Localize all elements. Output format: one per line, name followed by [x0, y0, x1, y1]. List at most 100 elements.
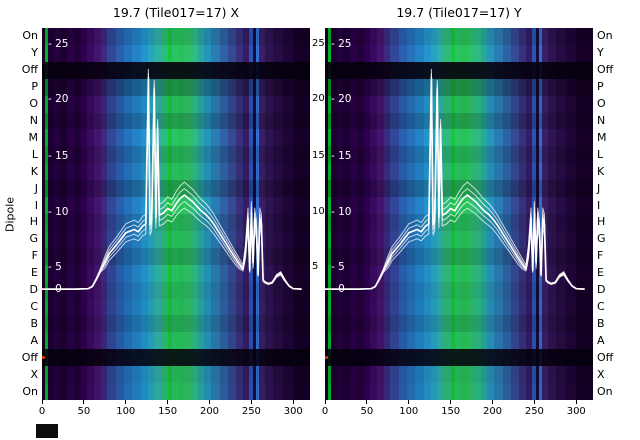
dipole-label-right: Y — [597, 46, 604, 60]
value-tick-label: - 15 — [331, 150, 352, 162]
dipole-label-right: C — [597, 300, 605, 313]
x-tick — [292, 400, 294, 404]
value-tick-label: - 5 — [331, 261, 345, 273]
row-shade — [42, 78, 310, 96]
dipole-label-left: X — [30, 367, 38, 381]
row-shade — [325, 61, 593, 79]
row-shade — [42, 315, 310, 333]
row-shade — [42, 214, 310, 231]
row-shade — [42, 61, 310, 79]
dipole-label-left: I — [34, 198, 38, 212]
dipole-label-right: L — [597, 147, 604, 161]
row-shade — [325, 163, 593, 181]
heatmap-panel-y: - 25 - 20 - 15 - 10 - 5 - 0 — [325, 28, 593, 400]
corner-box — [36, 424, 58, 438]
row-shade — [325, 281, 593, 299]
row-shade — [42, 230, 310, 248]
value-tick-label: - 20 — [331, 93, 352, 105]
row-shade — [325, 95, 593, 113]
dipole-label-left: F — [31, 249, 38, 263]
dipole-label-right: On — [597, 29, 613, 43]
x-tick-label: 0 — [38, 406, 46, 417]
value-tick-label: - 0 — [331, 283, 345, 295]
dipole-label-right: F — [597, 249, 604, 263]
x-tick-label: 150 — [441, 406, 461, 417]
row-shade — [325, 298, 593, 316]
value-tick-label: - 25 — [48, 38, 69, 50]
x-tick — [366, 400, 368, 404]
dipole-label-right: D — [597, 283, 606, 297]
dipole-label-left: E — [31, 266, 38, 280]
row-shade — [42, 298, 310, 316]
row-shade — [325, 180, 593, 198]
dipole-label-right: H — [597, 215, 606, 229]
dipole-label-right: O — [597, 97, 606, 111]
dipole-label-left: O — [29, 97, 38, 111]
row-shade — [325, 214, 593, 231]
dipole-label-left: C — [30, 300, 38, 313]
x-tick-label: 300 — [566, 406, 586, 417]
row-shade — [325, 332, 593, 350]
row-shade — [42, 146, 310, 164]
x-tick-label: 50 — [360, 406, 374, 417]
dipole-label-left: P — [31, 80, 38, 94]
row-shade — [325, 383, 593, 400]
dipole-label-right: A — [597, 333, 605, 347]
x-tick — [408, 400, 410, 404]
row-shade — [42, 332, 310, 350]
x-tick-label: 50 — [77, 406, 91, 417]
dipole-label-right: M — [597, 130, 607, 144]
x-tick-label: 250 — [524, 406, 544, 417]
dipole-label-left: L — [31, 147, 38, 161]
x-tick-label: 100 — [399, 406, 419, 417]
x-tick-label: 100 — [116, 406, 136, 417]
value-tick-label-right: 15 — [312, 150, 325, 161]
heatmap-panel-x: - 25 - 20 - 15 - 10 - 5 - 0 — [42, 28, 310, 400]
value-tick-label: - 0 — [48, 283, 62, 295]
dipole-label-left: N — [29, 114, 38, 127]
dipole-label-left: B — [30, 316, 38, 330]
row-shade — [42, 112, 310, 130]
dipole-label-left: Y — [31, 46, 38, 60]
value-tick-label: - 20 — [48, 93, 69, 105]
dipole-label-left: Off — [21, 63, 38, 77]
row-shade — [325, 366, 593, 384]
row-shade — [42, 366, 310, 384]
dipole-label-right: Off — [597, 350, 614, 364]
value-tick-label: - 5 — [48, 261, 62, 273]
row-shade — [325, 265, 593, 282]
row-shade — [42, 180, 310, 198]
value-tick-label: - 15 — [48, 150, 69, 162]
row-shade — [325, 28, 593, 45]
dipole-label-right: Off — [597, 63, 614, 77]
value-tick-label-right: 25 — [312, 38, 325, 49]
x-tick — [324, 400, 326, 404]
dipole-label-left: A — [30, 333, 38, 347]
x-tick-label: 150 — [158, 406, 178, 417]
row-shade — [325, 230, 593, 248]
dipole-label-right: G — [597, 232, 606, 246]
row-shade — [325, 315, 593, 333]
dipole-label-right: P — [597, 80, 604, 94]
x-tick-label: 200 — [199, 406, 220, 417]
x-tick — [450, 400, 452, 404]
x-tick-label: 250 — [241, 406, 261, 417]
dipole-label-right: I — [597, 198, 601, 212]
row-shade — [325, 146, 593, 164]
row-shade — [325, 349, 593, 367]
dipole-label-left: On — [22, 384, 38, 398]
row-shade — [325, 78, 593, 96]
dipole-label-right: B — [597, 316, 605, 330]
row-shade — [42, 163, 310, 181]
value-tick-label: - 25 — [331, 38, 352, 50]
x-tick — [83, 400, 85, 404]
value-tick-label-right: 5 — [312, 261, 319, 272]
dipole-label-left: J — [34, 181, 38, 195]
row-shade — [42, 265, 310, 282]
row-shade — [325, 112, 593, 130]
row-shade — [42, 281, 310, 299]
value-tick-label: - 10 — [331, 206, 352, 218]
edge-mark — [325, 356, 328, 360]
row-shade — [42, 247, 310, 265]
